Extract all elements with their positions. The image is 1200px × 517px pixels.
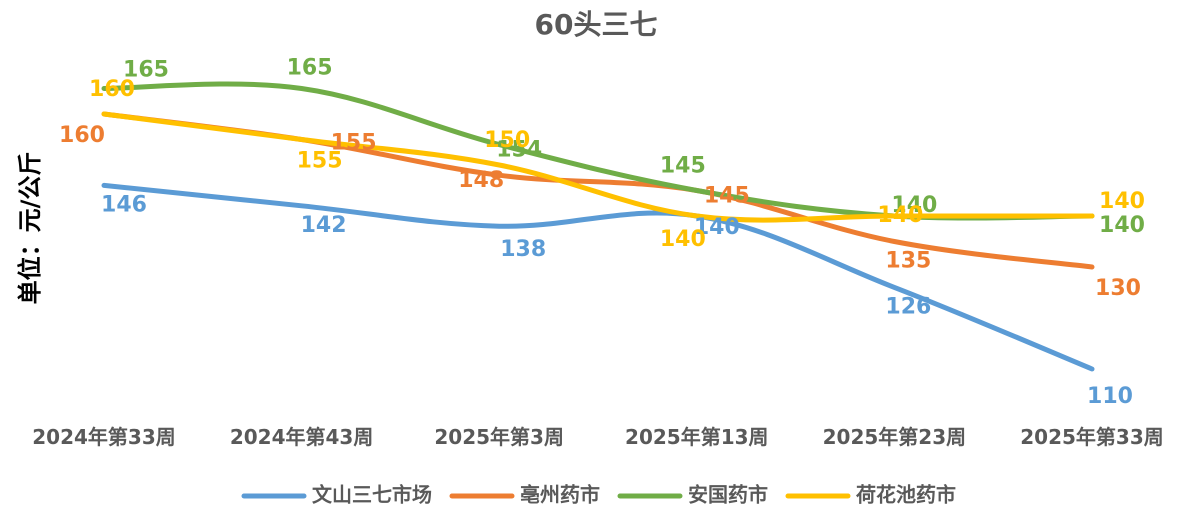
data-label: 140 — [1099, 213, 1145, 238]
data-label: 140 — [891, 193, 937, 218]
legend-item: 亳州药市 — [449, 483, 600, 507]
data-label: 145 — [660, 154, 706, 179]
x-tick-label: 2025年第3周 — [434, 425, 564, 449]
x-tick-label: 2025年第23周 — [823, 425, 967, 449]
x-tick-label: 2025年第13周 — [625, 425, 769, 449]
legend-label: 安国药市 — [688, 483, 768, 507]
data-label: 138 — [500, 237, 546, 262]
x-tick-label: 2024年第33周 — [32, 425, 176, 449]
data-label: 150 — [484, 128, 530, 153]
y-axis-label: 单位：元/公斤 — [16, 152, 44, 305]
legend-item: 荷花池药市 — [785, 483, 956, 507]
chart-title: 60头三七 — [535, 8, 658, 41]
data-label: 142 — [301, 213, 347, 238]
series-line-3 — [101, 81, 1095, 221]
series-lines — [101, 81, 1095, 372]
data-label: 145 — [704, 184, 750, 209]
data-label: 140 — [660, 227, 706, 252]
data-label: 155 — [331, 131, 377, 156]
data-label: 126 — [885, 294, 931, 319]
legend-item: 安国药市 — [617, 483, 768, 507]
legend-label: 荷花池药市 — [856, 483, 956, 507]
data-label: 155 — [297, 149, 343, 174]
legend-label: 文山三七市场 — [312, 483, 432, 507]
legend-item: 文山三七市场 — [241, 483, 432, 507]
x-tick-label: 2024年第43周 — [230, 425, 374, 449]
data-label: 146 — [101, 192, 147, 217]
data-label: 165 — [287, 56, 333, 81]
series-line-1 — [101, 182, 1095, 372]
legend-label: 亳州药市 — [520, 483, 600, 507]
legend: 文山三七市场 亳州药市 安国药市 荷花池药市 — [241, 483, 956, 507]
data-label: 160 — [59, 123, 105, 148]
x-tick-label: 2025年第33周 — [1020, 425, 1164, 449]
series-line-4 — [101, 111, 1095, 223]
data-label: 160 — [89, 77, 135, 102]
data-label: 165 — [123, 58, 169, 83]
data-label: 140 — [694, 215, 740, 240]
data-label: 154 — [496, 138, 542, 163]
data-label: 140 — [877, 203, 923, 228]
data-label: 130 — [1095, 276, 1141, 301]
data-label: 148 — [458, 168, 504, 193]
x-axis-ticks: 2024年第33周 2024年第43周 2025年第3周 2025年第13周 2025年… — [32, 425, 1164, 449]
data-label: 110 — [1087, 384, 1133, 409]
data-label: 135 — [885, 249, 931, 274]
data-label: 140 — [1099, 189, 1145, 214]
